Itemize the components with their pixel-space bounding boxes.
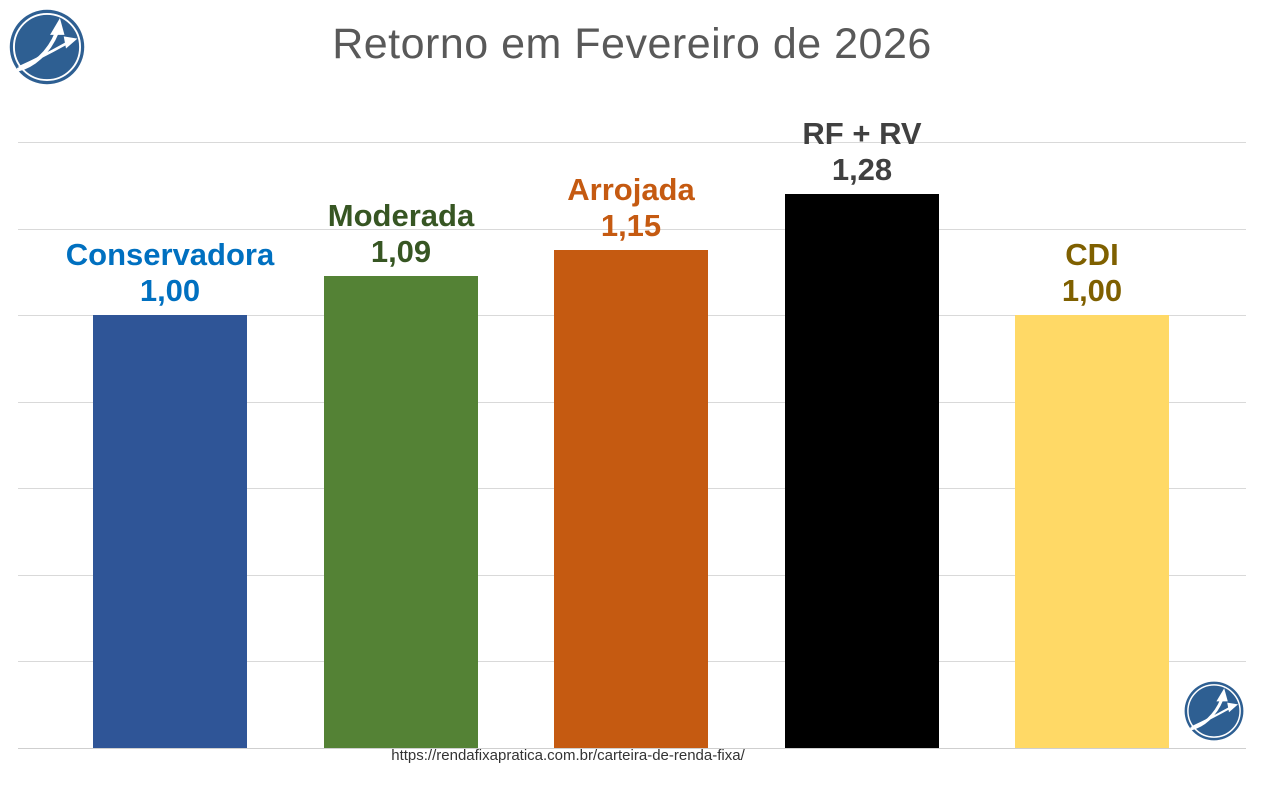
bar-label-conservadora: Conservadora 1,00 — [10, 237, 330, 309]
bar-cdi — [1015, 315, 1169, 748]
bar-value-label: 1,15 — [600, 208, 662, 243]
bar-category-label: Moderada — [327, 198, 475, 233]
bar-label-rf-rv: RF + RV 1,28 — [702, 116, 1022, 188]
bar-value-label: 1,28 — [831, 152, 893, 187]
bar-arrojada — [554, 250, 708, 748]
bar-category-label: RF + RV — [802, 116, 922, 151]
brand-logo-icon-small — [1184, 681, 1244, 741]
bar-label-cdi: CDI 1,00 — [932, 237, 1252, 309]
chart-title: Retorno em Fevereiro de 2026 — [332, 20, 932, 68]
bar-category-label: Conservadora — [65, 237, 275, 272]
bar-conservadora — [93, 315, 247, 748]
bar-value-label: 1,00 — [139, 273, 201, 308]
bar-moderada — [324, 276, 478, 748]
x-axis-baseline — [18, 748, 1246, 749]
brand-logo-icon — [9, 9, 85, 85]
bar-label-moderada: Moderada 1,09 — [241, 198, 561, 270]
bar-category-label: Arrojada — [567, 172, 695, 207]
bar-category-label: CDI — [1065, 237, 1119, 272]
source-url: https://rendafixapratica.com.br/carteira… — [391, 747, 745, 764]
bar-value-label: 1,00 — [1061, 273, 1123, 308]
bar-label-arrojada: Arrojada 1,15 — [471, 172, 791, 244]
gridline — [18, 229, 1246, 230]
bar-value-label: 1,09 — [370, 234, 432, 269]
bar-rf-rv — [785, 194, 939, 748]
gridline — [18, 142, 1246, 143]
